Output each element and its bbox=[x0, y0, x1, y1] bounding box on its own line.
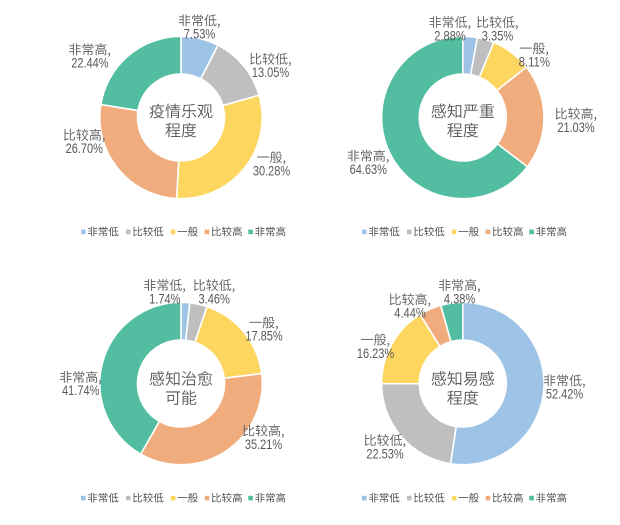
svg-text:17.85%: 17.85% bbox=[245, 328, 282, 344]
svg-text:26.70%: 26.70% bbox=[66, 140, 103, 156]
svg-text:2.88%: 2.88% bbox=[434, 27, 465, 43]
svg-text:1.74%: 1.74% bbox=[149, 290, 180, 306]
svg-text:35.21%: 35.21% bbox=[245, 436, 282, 452]
svg-text:3.35%: 3.35% bbox=[482, 27, 513, 43]
svg-text:13.05%: 13.05% bbox=[252, 64, 289, 80]
svg-text:30.28%: 30.28% bbox=[253, 162, 290, 178]
svg-text:41.74%: 41.74% bbox=[62, 382, 99, 398]
svg-text:21.03%: 21.03% bbox=[557, 119, 594, 135]
svg-text:16.23%: 16.23% bbox=[357, 345, 394, 361]
svg-text:22.44%: 22.44% bbox=[71, 55, 108, 71]
svg-text:64.63%: 64.63% bbox=[350, 161, 387, 177]
svg-text:7.53%: 7.53% bbox=[184, 26, 215, 42]
svg-text:4.44%: 4.44% bbox=[394, 305, 425, 321]
svg-text:8.11%: 8.11% bbox=[519, 54, 550, 70]
svg-text:3.46%: 3.46% bbox=[199, 290, 230, 306]
svg-text:4.38%: 4.38% bbox=[444, 290, 475, 306]
svg-text:52.42%: 52.42% bbox=[546, 386, 583, 402]
svg-text:22.53%: 22.53% bbox=[366, 445, 403, 461]
